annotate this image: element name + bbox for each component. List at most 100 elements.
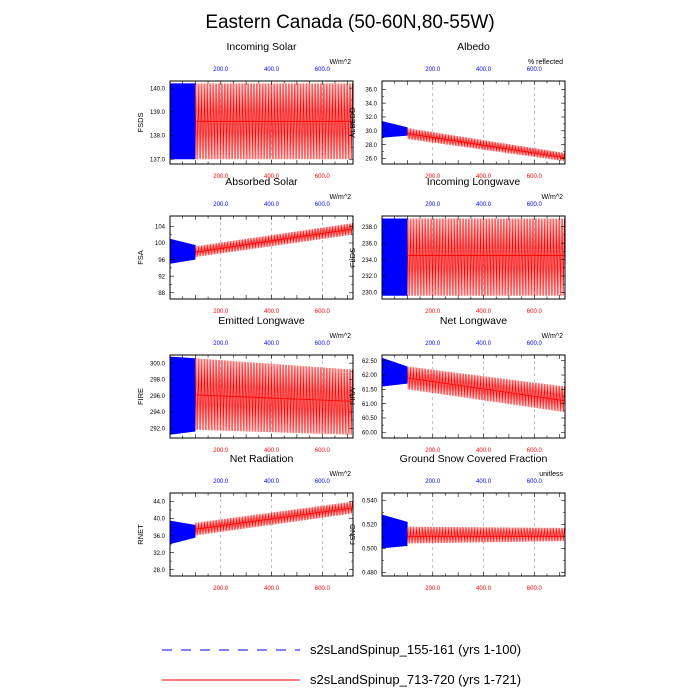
panel-title: Incoming Longwave: [427, 176, 521, 188]
series-mean-1: [170, 391, 196, 395]
panels: Incoming Solar W/m^2 FSDS 200.0 200.0 400.0 40…: [136, 41, 566, 592]
panel-fsno: Ground Snow Covered Fraction unitless FSNO…: [348, 453, 566, 592]
x-tick-label-bottom: 200.0: [425, 309, 441, 315]
x-tick-label-top: 200.0: [213, 479, 229, 485]
panel-fire: Emitted Longwave W/m^2 FIRE 200.0 200.0 400.0…: [136, 315, 354, 454]
y-axis-label: RNET: [136, 524, 145, 545]
y-tick-label: 230.0: [362, 291, 378, 297]
y-tick-label: 236.0: [362, 241, 378, 247]
y-tick-label: 36.0: [365, 88, 377, 94]
y-tick-label: 137.0: [150, 157, 166, 163]
units-label: % reflected: [528, 59, 563, 66]
y-tick-label: 0.480: [362, 571, 378, 577]
x-tick-label-top: 400.0: [264, 67, 280, 73]
y-tick-label: 0.540: [362, 498, 378, 504]
y-tick-label: 44.0: [153, 500, 165, 506]
units-label: unitless: [539, 471, 563, 478]
y-tick-label: 139.0: [150, 110, 166, 116]
y-tick-label: 100: [155, 241, 166, 247]
legend-item-series-2: s2sLandSpinup_713-720 (yrs 1-721): [162, 672, 521, 687]
series-line-1: [381, 357, 408, 387]
legend: s2sLandSpinup_155-161 (yrs 1-100) s2sLan…: [162, 642, 521, 687]
y-axis-label: FLDS: [348, 248, 357, 267]
x-tick-label-top: 600.0: [527, 479, 543, 485]
y-tick-label: 0.520: [362, 522, 378, 528]
y-tick-label: 300.0: [150, 361, 166, 367]
x-tick-label-bottom: 400.0: [264, 174, 280, 180]
y-tick-label: 62.50: [362, 359, 378, 365]
x-tick-label-bottom: 600.0: [315, 174, 331, 180]
figure-title: Eastern Canada (50-60N,80-55W): [205, 12, 494, 33]
y-axis-label: FSDS: [136, 112, 145, 132]
panel-title: Incoming Solar: [226, 41, 297, 53]
y-tick-label: 232.0: [362, 274, 378, 280]
y-tick-label: 238.0: [362, 225, 378, 231]
x-tick-label-top: 200.0: [425, 479, 441, 485]
x-tick-label-bottom: 600.0: [527, 448, 543, 454]
plot-frame: [381, 492, 566, 577]
x-tick-label-top: 600.0: [527, 341, 543, 347]
x-tick-label-bottom: 400.0: [264, 586, 280, 592]
x-tick-label-top: 600.0: [315, 67, 331, 73]
x-tick-label-top: 400.0: [476, 67, 492, 73]
panel-rnet: Net Radiation W/m^2 RNET 200.0 200.0 400.0 400…: [136, 453, 354, 592]
plot-frame: [381, 80, 566, 165]
series-line-1: [169, 356, 196, 435]
series-mean-2: [195, 394, 354, 402]
plot-frame: [169, 80, 354, 165]
series-line-1: [381, 218, 408, 296]
panel-title: Net Radiation: [230, 453, 294, 465]
y-tick-label: 61.00: [362, 402, 378, 408]
y-tick-label: 28.0: [365, 143, 377, 149]
y-tick-label: 32.0: [365, 115, 377, 121]
series-line-1: [169, 238, 196, 264]
x-tick-label-top: 400.0: [264, 479, 280, 485]
units-label: W/m^2: [329, 194, 351, 201]
y-tick-label: 296.0: [150, 394, 166, 400]
panel-fira: Net Longwave W/m^2 FIRA 200.0 200.0 400.0 400.…: [348, 315, 566, 454]
x-tick-label-bottom: 400.0: [476, 448, 492, 454]
y-tick-label: 30.0: [365, 129, 377, 135]
series-mean-2: [407, 377, 566, 402]
y-tick-label: 0.500: [362, 547, 378, 553]
units-label: W/m^2: [329, 59, 351, 66]
y-tick-label: 26.0: [365, 157, 377, 163]
plot-frame: [381, 215, 566, 300]
x-tick-label-bottom: 200.0: [213, 174, 229, 180]
series-line-2: [195, 358, 354, 435]
y-tick-label: 60.50: [362, 416, 378, 422]
x-tick-label-bottom: 400.0: [264, 309, 280, 315]
x-tick-label-bottom: 400.0: [264, 448, 280, 454]
legend-label: s2sLandSpinup_155-161 (yrs 1-100): [310, 642, 521, 657]
y-axis-label: FIRA: [348, 388, 357, 405]
x-tick-label-top: 600.0: [527, 202, 543, 208]
y-tick-label: 234.0: [362, 258, 378, 264]
plot-frame: [169, 492, 354, 577]
x-tick-label-bottom: 400.0: [476, 586, 492, 592]
y-axis-label: ALBEDO: [348, 107, 357, 138]
legend-label: s2sLandSpinup_713-720 (yrs 1-721): [310, 672, 521, 687]
y-tick-label: 40.0: [153, 517, 165, 523]
x-tick-label-top: 200.0: [213, 341, 229, 347]
x-tick-label-bottom: 600.0: [527, 174, 543, 180]
x-tick-label-top: 400.0: [476, 202, 492, 208]
y-tick-label: 60.00: [362, 430, 378, 436]
y-tick-label: 298.0: [150, 378, 166, 384]
y-axis-label: FIRE: [136, 388, 145, 405]
panel-title: Albedo: [457, 41, 490, 53]
panel-albedo: Albedo % reflected ALBEDO 200.0 200.0 400.0 40…: [348, 41, 566, 180]
x-tick-label-bottom: 600.0: [315, 309, 331, 315]
series-mean-2: [195, 228, 354, 253]
units-label: W/m^2: [541, 333, 563, 340]
x-tick-label-top: 200.0: [425, 67, 441, 73]
x-tick-label-top: 400.0: [476, 479, 492, 485]
panel-fsds: Incoming Solar W/m^2 FSDS 200.0 200.0 400.0 40…: [136, 41, 354, 180]
panel-title: Net Longwave: [440, 315, 507, 327]
x-tick-label-bottom: 200.0: [425, 586, 441, 592]
x-tick-label-top: 200.0: [213, 67, 229, 73]
y-tick-label: 92: [158, 274, 165, 280]
x-tick-label-top: 600.0: [315, 202, 331, 208]
y-tick-label: 88: [158, 291, 165, 297]
x-tick-label-bottom: 200.0: [213, 309, 229, 315]
series-mean-1: [382, 533, 408, 536]
